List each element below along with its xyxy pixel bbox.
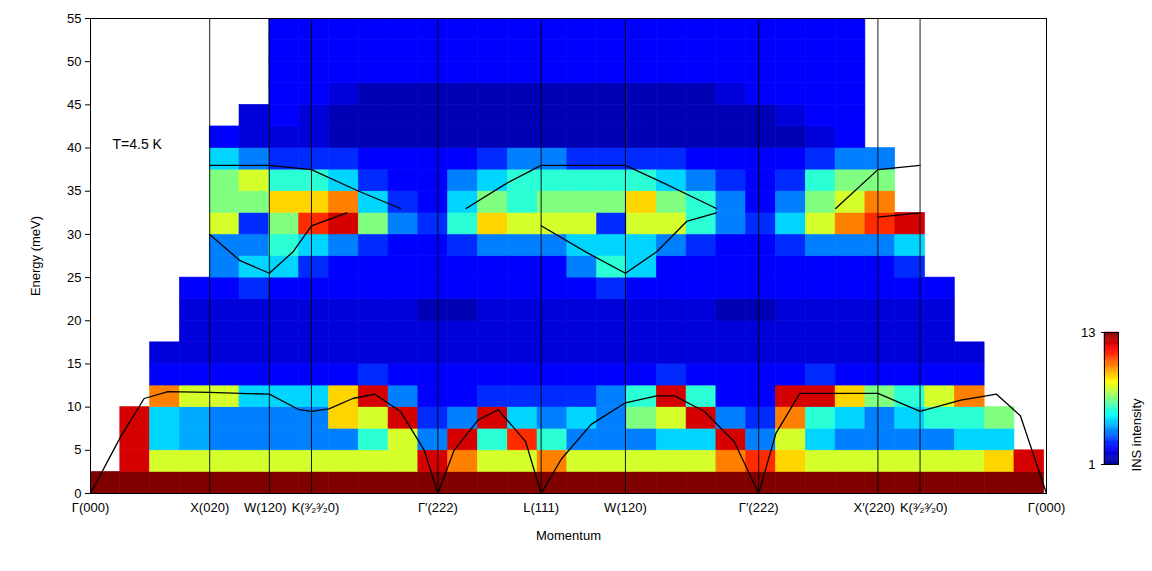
svg-text:35: 35 (67, 183, 81, 198)
svg-text:0: 0 (74, 486, 81, 501)
svg-text:5: 5 (74, 442, 81, 457)
svg-text:10: 10 (67, 399, 81, 414)
svg-text:55: 55 (67, 11, 81, 26)
svg-text:T=4.5 K: T=4.5 K (113, 136, 163, 152)
svg-text:Γ′(222): Γ′(222) (418, 500, 458, 515)
svg-text:L(111): L(111) (523, 500, 559, 515)
svg-text:Γ(000): Γ(000) (1028, 500, 1066, 515)
svg-text:K(³⁄₂³⁄₂0): K(³⁄₂³⁄₂0) (292, 500, 340, 515)
svg-text:K(³⁄₂³⁄₂0): K(³⁄₂³⁄₂0) (900, 500, 948, 515)
svg-text:Γ(000): Γ(000) (72, 500, 110, 515)
svg-text:40: 40 (67, 140, 81, 155)
svg-text:30: 30 (67, 227, 81, 242)
svg-text:W(120): W(120) (244, 500, 287, 515)
svg-text:X′(220): X′(220) (853, 500, 894, 515)
svg-text:45: 45 (67, 97, 81, 112)
svg-text:Momentum: Momentum (536, 528, 601, 543)
svg-text:Energy (meV): Energy (meV) (28, 216, 43, 296)
svg-text:INS intensity: INS intensity (1129, 398, 1144, 471)
svg-text:W(120): W(120) (604, 500, 647, 515)
svg-text:50: 50 (67, 54, 81, 69)
svg-text:X(020): X(020) (190, 500, 229, 515)
svg-text:25: 25 (67, 270, 81, 285)
svg-text:1: 1 (1088, 457, 1095, 472)
svg-text:20: 20 (67, 313, 81, 328)
svg-text:Γ′(222): Γ′(222) (739, 500, 779, 515)
svg-text:15: 15 (67, 356, 81, 371)
svg-text:13: 13 (1081, 325, 1095, 340)
